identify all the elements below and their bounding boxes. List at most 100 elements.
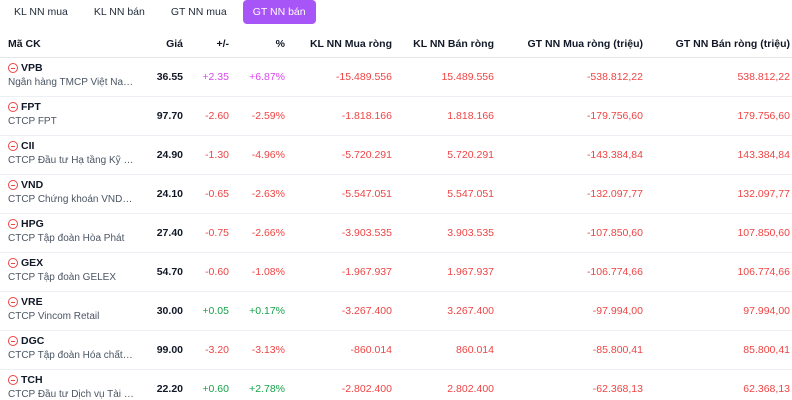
symbol-text[interactable]: TCH xyxy=(21,374,43,386)
symbol-cell[interactable]: FPT xyxy=(8,100,41,114)
price-cell: 30.00 xyxy=(156,305,183,317)
change-cell: -2.60 xyxy=(205,110,229,122)
gt-ban-rong-cell: 62.368,13 xyxy=(743,383,790,395)
change-cell: -0.75 xyxy=(205,227,229,239)
symbol-text[interactable]: DGC xyxy=(21,335,45,347)
gt-ban-rong-cell: 97.994,00 xyxy=(743,305,790,317)
gt-mua-rong-cell: -132.097,77 xyxy=(586,188,643,200)
company-name: CTCP Đầu tư Dịch vụ Tài ch... xyxy=(8,389,134,400)
company-name: CTCP Vincom Retail xyxy=(8,311,100,322)
header-change[interactable]: +/- xyxy=(216,38,229,50)
company-name: CTCP Chứng khoán VNDIR... xyxy=(8,194,134,205)
table-row[interactable]: HPG CTCP Tập đoàn Hòa Phát 27.40 -0.75 -2.66… xyxy=(0,214,792,253)
price-cell: 99.00 xyxy=(156,344,183,356)
tab-gt-nn-mua[interactable]: GT NN mua xyxy=(170,6,227,18)
kl-ban-rong-cell: 2.802.400 xyxy=(447,383,494,395)
company-name: CTCP Tập đoàn GELEX xyxy=(8,272,117,283)
change-cell: -0.65 xyxy=(205,188,229,200)
symbol-cell[interactable]: HPG xyxy=(8,217,44,231)
kl-mua-rong-cell: -3.267.400 xyxy=(341,305,392,317)
change-cell: +2.35 xyxy=(202,71,229,83)
table-row[interactable]: VND CTCP Chứng khoán VNDIR... 24.10 -0.65 -2… xyxy=(0,175,792,214)
symbol-text[interactable]: CII xyxy=(21,140,35,152)
table-header: Mã CK Giá +/- % KL NN Mua ròng KL NN Bán… xyxy=(0,30,792,58)
gt-mua-rong-cell: -106.774,66 xyxy=(586,266,643,278)
company-name: CTCP FPT xyxy=(8,116,57,127)
symbol-cell[interactable]: VPB xyxy=(8,61,43,75)
table-row[interactable]: VRE CTCP Vincom Retail 30.00 +0.05 +0.17% -3.… xyxy=(0,292,792,331)
gt-ban-rong-cell: 106.774,66 xyxy=(737,266,790,278)
kl-ban-rong-cell: 860.014 xyxy=(456,344,494,356)
tab-gt-nn-ban[interactable]: GT NN bán xyxy=(242,0,316,24)
gt-ban-rong-cell: 132.097,77 xyxy=(737,188,790,200)
kl-mua-rong-cell: -1.967.937 xyxy=(341,266,392,278)
kl-ban-rong-cell: 3.267.400 xyxy=(447,305,494,317)
pct-cell: +2.78% xyxy=(249,383,285,395)
gt-mua-rong-cell: -107.850,60 xyxy=(586,227,643,239)
kl-ban-rong-cell: 3.903.535 xyxy=(447,227,494,239)
symbol-text[interactable]: GEX xyxy=(21,257,44,269)
table-row[interactable]: CII CTCP Đầu tư Hạ tầng Kỹ th... 24.90 -1.3… xyxy=(0,136,792,175)
symbol-cell[interactable]: GEX xyxy=(8,256,43,270)
minus-circle-icon xyxy=(8,141,18,151)
symbol-text[interactable]: VND xyxy=(21,179,44,191)
minus-circle-icon xyxy=(8,297,18,307)
header-gt-ban-rong[interactable]: GT NN Bán ròng (triệu) xyxy=(675,38,790,50)
header-kl-ban-rong[interactable]: KL NN Bán ròng xyxy=(413,38,494,50)
tab-kl-nn-ban[interactable]: KL NN bán xyxy=(93,6,145,18)
gt-mua-rong-cell: -97.994,00 xyxy=(592,305,643,317)
change-cell: +0.05 xyxy=(202,305,229,317)
symbol-text[interactable]: HPG xyxy=(21,218,44,230)
tab-kl-nn-mua[interactable]: KL NN mua xyxy=(14,6,68,18)
symbol-text[interactable]: VRE xyxy=(21,296,43,308)
gt-mua-rong-cell: -85.800,41 xyxy=(592,344,643,356)
table-row[interactable]: GEX CTCP Tập đoàn GELEX 54.70 -0.60 -1.08% -1… xyxy=(0,253,792,292)
symbol-cell[interactable]: VRE xyxy=(8,295,43,309)
symbol-cell[interactable]: VND xyxy=(8,178,43,192)
price-cell: 24.10 xyxy=(156,188,183,200)
company-name: Ngân hàng TMCP Việt Nam... xyxy=(8,77,134,88)
change-cell: -0.60 xyxy=(205,266,229,278)
kl-mua-rong-cell: -5.547.051 xyxy=(341,188,392,200)
table-row[interactable]: DGC CTCP Tập đoàn Hóa chất Đ... 99.00 -3.20… xyxy=(0,331,792,370)
gt-ban-rong-cell: 179.756,60 xyxy=(737,110,790,122)
symbol-cell[interactable]: CII xyxy=(8,139,34,153)
pct-cell: +6.87% xyxy=(249,71,285,83)
table-row[interactable]: VPB Ngân hàng TMCP Việt Nam... 36.55 +2.35 +… xyxy=(0,58,792,97)
table-row[interactable]: FPT CTCP FPT 97.70 -2.60 -2.59% -1.818.166 1.8… xyxy=(0,97,792,136)
gt-mua-rong-cell: -538.812,22 xyxy=(586,71,643,83)
pct-cell: -2.63% xyxy=(251,188,285,200)
minus-circle-icon xyxy=(8,219,18,229)
header-pct[interactable]: % xyxy=(275,38,285,50)
symbol-text[interactable]: VPB xyxy=(21,62,43,74)
pct-cell: -2.66% xyxy=(251,227,285,239)
gt-ban-rong-cell: 85.800,41 xyxy=(743,344,790,356)
symbol-cell[interactable]: TCH xyxy=(8,373,43,387)
kl-ban-rong-cell: 15.489.556 xyxy=(441,71,494,83)
symbol-cell[interactable]: DGC xyxy=(8,334,44,348)
pct-cell: +0.17% xyxy=(249,305,285,317)
price-cell: 97.70 xyxy=(156,110,183,122)
kl-mua-rong-cell: -5.720.291 xyxy=(341,149,392,161)
header-gt-mua-rong[interactable]: GT NN Mua ròng (triệu) xyxy=(527,38,644,50)
price-cell: 27.40 xyxy=(156,227,183,239)
gt-ban-rong-cell: 143.384,84 xyxy=(737,149,790,161)
minus-circle-icon xyxy=(8,180,18,190)
kl-mua-rong-cell: -860.014 xyxy=(350,344,392,356)
minus-circle-icon xyxy=(8,375,18,385)
kl-ban-rong-cell: 1.967.937 xyxy=(447,266,494,278)
symbol-text[interactable]: FPT xyxy=(21,101,41,113)
pct-cell: -2.59% xyxy=(251,110,285,122)
header-symbol[interactable]: Mã CK xyxy=(8,38,41,50)
minus-circle-icon xyxy=(8,258,18,268)
table-row[interactable]: TCH CTCP Đầu tư Dịch vụ Tài ch... 22.20 +0.… xyxy=(0,370,792,400)
kl-ban-rong-cell: 5.547.051 xyxy=(447,188,494,200)
change-cell: +0.60 xyxy=(202,383,229,395)
kl-ban-rong-cell: 5.720.291 xyxy=(447,149,494,161)
header-price[interactable]: Giá xyxy=(166,38,183,50)
gt-mua-rong-cell: -143.384,84 xyxy=(586,149,643,161)
change-cell: -3.20 xyxy=(205,344,229,356)
header-kl-mua-rong[interactable]: KL NN Mua ròng xyxy=(309,38,392,50)
price-cell: 22.20 xyxy=(156,383,183,395)
pct-cell: -3.13% xyxy=(251,344,285,356)
